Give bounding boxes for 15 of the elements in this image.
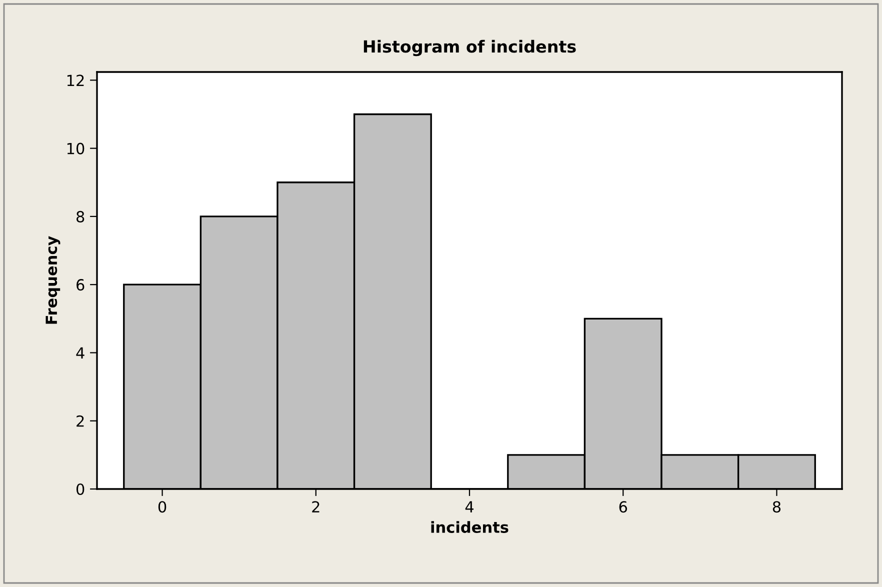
y-tick-label: 8 xyxy=(76,210,84,222)
y-tick-label: 6 xyxy=(76,279,84,291)
x-tick-label: 0 xyxy=(158,501,166,513)
y-axis-title: Frequency xyxy=(46,236,60,324)
y-tick-label: 12 xyxy=(67,74,84,86)
x-tick-label: 2 xyxy=(312,501,320,512)
y-tick-label: 4 xyxy=(76,347,84,359)
x-tick-label: 4 xyxy=(465,501,474,512)
chart-title: Histogram of incidents xyxy=(364,40,576,56)
y-tick-label: 2 xyxy=(76,415,84,427)
x-tick-label: 6 xyxy=(619,501,628,513)
x-axis-title: incidents xyxy=(431,521,508,533)
x-tick-label: 8 xyxy=(772,501,781,513)
y-tick-label: 0 xyxy=(76,483,84,496)
y-tick-label: 10 xyxy=(67,142,84,154)
